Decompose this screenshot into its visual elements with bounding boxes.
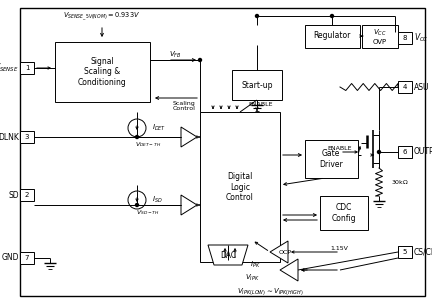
Text: $V_{CC}$: $V_{CC}$	[414, 32, 429, 44]
Text: DAC: DAC	[220, 251, 236, 259]
Bar	[398, 246, 412, 258]
Text: $V_{SENSE\_5V(NOM)} = 0.933V$: $V_{SENSE\_5V(NOM)} = 0.933V$	[64, 11, 140, 23]
Text: $V_{DET-TH}$: $V_{DET-TH}$	[135, 140, 161, 149]
Circle shape	[128, 191, 146, 209]
Bar	[200, 112, 280, 262]
Text: $V_{FB}$: $V_{FB}$	[168, 50, 181, 60]
Text: $V_{IPK}$: $V_{IPK}$	[245, 273, 259, 283]
Text: $V_{SENSE}$: $V_{SENSE}$	[0, 62, 19, 74]
Text: SD: SD	[8, 191, 19, 200]
Text: ASU: ASU	[414, 83, 429, 91]
Bar	[320, 196, 368, 230]
Text: $V_{IPK(LOW)} \sim V_{IPK(HIGH)}$: $V_{IPK(LOW)} \sim V_{IPK(HIGH)}$	[237, 287, 303, 297]
Polygon shape	[270, 241, 288, 263]
Bar	[398, 81, 412, 93]
Text: Signal
Scaling &
Conditioning: Signal Scaling & Conditioning	[78, 57, 127, 87]
Text: Start-up: Start-up	[241, 80, 273, 89]
Bar	[305, 140, 358, 178]
Bar	[305, 25, 360, 48]
Text: OCP: OCP	[279, 249, 292, 255]
Text: 4: 4	[403, 84, 407, 90]
Text: 1: 1	[25, 65, 29, 71]
Circle shape	[255, 14, 258, 17]
Text: 6: 6	[403, 149, 407, 155]
Text: $V_{CC}$
OVP: $V_{CC}$ OVP	[373, 28, 387, 45]
Text: CDC
Config: CDC Config	[332, 203, 356, 223]
Circle shape	[128, 119, 146, 137]
Text: $I_{SD}$: $I_{SD}$	[152, 195, 163, 205]
Text: Regulator: Regulator	[313, 32, 351, 40]
Circle shape	[136, 136, 139, 139]
Bar	[55, 42, 150, 102]
Text: ENABLE: ENABLE	[248, 102, 273, 106]
Text: 1.15V: 1.15V	[330, 245, 348, 251]
Text: OUTPUT: OUTPUT	[414, 147, 432, 156]
Bar	[362, 25, 398, 48]
Text: $I_{PK}$: $I_{PK}$	[250, 260, 260, 270]
Text: $I_{DET}$: $I_{DET}$	[152, 123, 166, 133]
Text: 30k$\Omega$: 30k$\Omega$	[391, 178, 409, 186]
Bar	[398, 32, 412, 44]
Circle shape	[330, 14, 334, 17]
Text: Scaling
Control: Scaling Control	[172, 101, 195, 111]
Text: Digital
Logic
Control: Digital Logic Control	[226, 172, 254, 202]
Text: 8: 8	[403, 35, 407, 41]
Text: $V_{SD-TH}$: $V_{SD-TH}$	[136, 209, 160, 218]
Circle shape	[198, 58, 201, 62]
Polygon shape	[280, 259, 298, 281]
Text: 2: 2	[25, 192, 29, 198]
Bar	[398, 146, 412, 158]
Text: CS/CDC: CS/CDC	[414, 248, 432, 256]
Bar	[20, 62, 34, 74]
Text: 7: 7	[25, 255, 29, 261]
Text: Gate
Driver: Gate Driver	[319, 149, 343, 169]
Bar	[232, 70, 282, 100]
Polygon shape	[181, 195, 197, 215]
Text: ENABLE: ENABLE	[328, 145, 352, 151]
Bar	[20, 131, 34, 143]
Bar	[20, 189, 34, 201]
Text: DLNK: DLNK	[0, 132, 19, 141]
Polygon shape	[181, 127, 197, 147]
Polygon shape	[208, 245, 248, 265]
Circle shape	[378, 151, 381, 154]
Bar	[20, 252, 34, 264]
Text: 5: 5	[403, 249, 407, 255]
Circle shape	[136, 203, 139, 207]
Text: GND: GND	[1, 253, 19, 263]
Text: 3: 3	[25, 134, 29, 140]
